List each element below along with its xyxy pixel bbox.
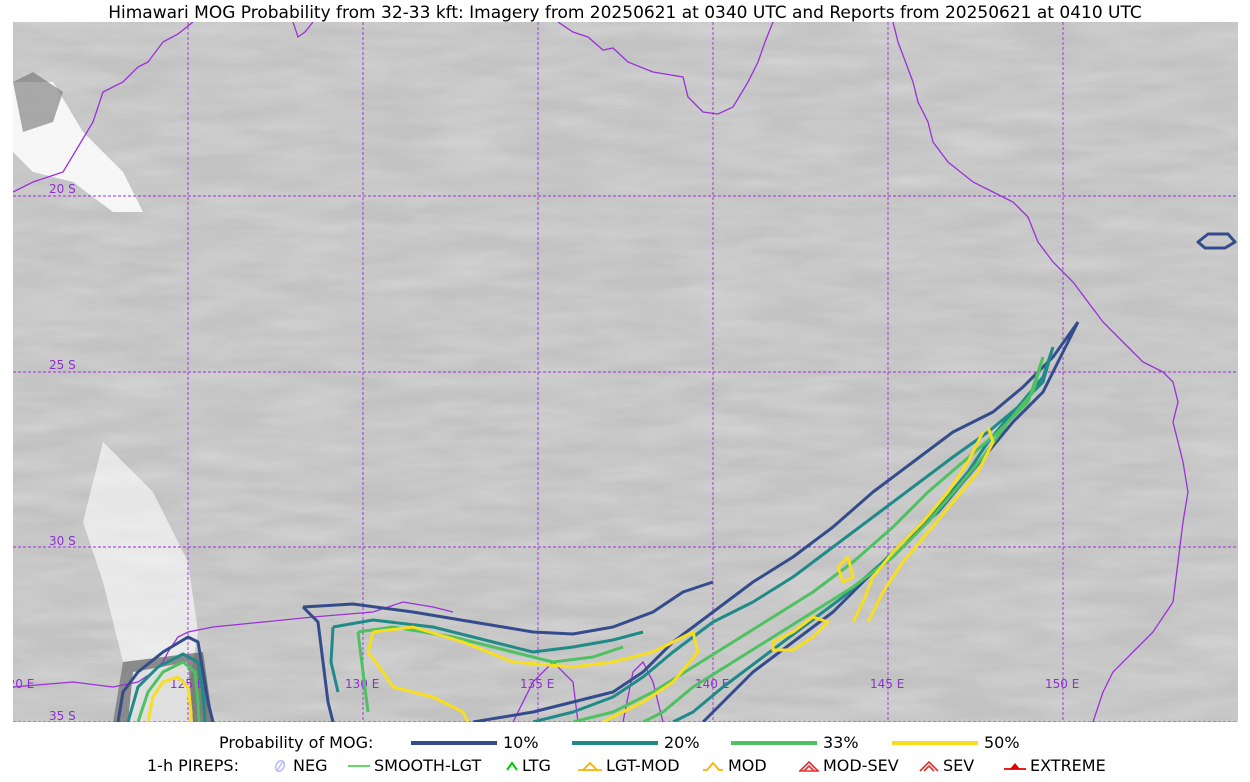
legend-label: 10% [503, 733, 539, 752]
graticule-labels: 20 S 25 S 30 S 35 S 120 E 125 E 130 E 13… [13, 182, 1079, 722]
lgt-mod-icon [578, 761, 602, 771]
lat-label: 25 S [49, 358, 76, 372]
contour-33pct [356, 356, 1045, 722]
contour-20pct-west [126, 652, 207, 722]
legend-label: MOD-SEV [823, 756, 899, 775]
legend-label: SEV [943, 756, 975, 775]
smooth-lgt-icon [348, 764, 370, 767]
legend-label: 50% [984, 733, 1020, 752]
legend-item-50pct: 50% [892, 733, 1020, 752]
mog-contours [116, 232, 1237, 722]
pireps-legend-label: 1-h PIREPS: [147, 756, 239, 775]
neg-icon [274, 759, 286, 772]
legend-item-mod: MOD [701, 756, 767, 775]
contour-50pct-west [146, 675, 193, 722]
lon-label: 130 E [345, 677, 379, 691]
legend-label: NEG [293, 756, 328, 775]
legend-label: LGT-MOD [606, 756, 680, 775]
lat-label: 35 S [49, 709, 76, 722]
contour-10pct-island [1196, 232, 1237, 250]
legend-item-mod-sev: MOD-SEV [798, 756, 899, 775]
legend-item-33pct: 33% [731, 733, 859, 752]
map-title: Himawari MOG Probability from 32-33 kft:… [108, 3, 1142, 23]
lon-label: 145 E [870, 677, 904, 691]
contour-10pct [301, 321, 1080, 722]
contour-10pct-west [116, 635, 215, 722]
legend-item-extreme: EXTREME [1003, 756, 1106, 775]
sev-icon [919, 760, 939, 772]
legend-item-ltg: LTG [505, 756, 551, 775]
legend-item-neg: NEG [272, 756, 327, 775]
lat-label: 20 S [49, 182, 76, 196]
legend-item-lgt-mod: LGT-MOD [577, 756, 680, 775]
legend-swatch [411, 740, 497, 745]
legend-label: 33% [823, 733, 859, 752]
legend-label: SMOOTH-LGT [374, 756, 482, 775]
legend-label: EXTREME [1030, 756, 1106, 775]
legend-label: LTG [522, 756, 551, 775]
legend-item-10pct: 10% [411, 733, 539, 752]
contour-33pct-west [136, 660, 201, 722]
mod-icon [703, 761, 723, 771]
legend-item-smooth-lgt: SMOOTH-LGT [347, 756, 481, 775]
extreme-icon [1004, 762, 1026, 770]
legend-swatch [892, 740, 978, 745]
legend-swatch [731, 740, 817, 745]
probability-legend-label: Probability of MOG: [219, 733, 374, 752]
legend-label: 20% [664, 733, 700, 752]
legend-swatch [572, 740, 658, 745]
ltg-icon [506, 760, 518, 771]
lon-label: 135 E [520, 677, 554, 691]
mod-sev-icon [799, 760, 819, 772]
legend-label: MOD [728, 756, 767, 775]
lat-label: 30 S [49, 534, 76, 548]
lon-label: 120 E [13, 677, 34, 691]
legend-item-sev: SEV [918, 756, 974, 775]
legend-item-20pct: 20% [572, 733, 700, 752]
graticule [13, 22, 1238, 722]
satellite-map[interactable]: 20 S 25 S 30 S 35 S 120 E 125 E 130 E 13… [13, 22, 1238, 722]
contour-50pct [366, 426, 995, 722]
lon-label: 150 E [1045, 677, 1079, 691]
